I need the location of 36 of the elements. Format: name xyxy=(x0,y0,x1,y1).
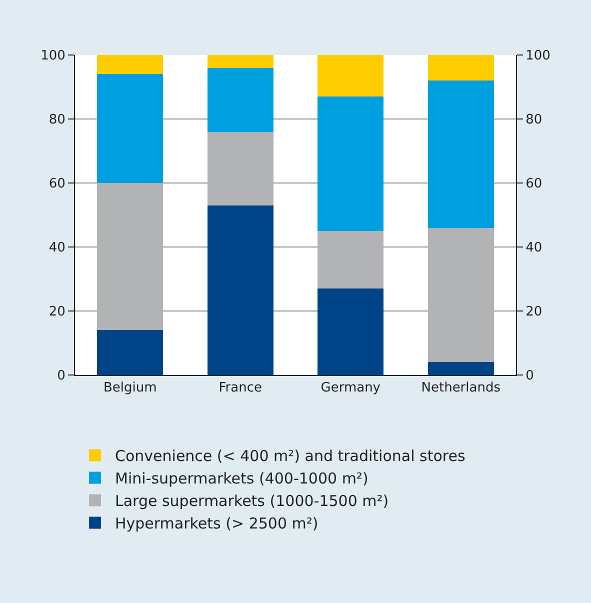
bar xyxy=(318,96,384,231)
y-tick-label: 80 xyxy=(48,112,66,128)
bar xyxy=(97,183,164,330)
x-tick-label: Netherlands xyxy=(421,380,501,396)
bar xyxy=(318,55,384,97)
y2-tick-label: 40 xyxy=(526,240,542,256)
y2-tick-label: 0 xyxy=(526,368,534,384)
bar xyxy=(97,74,164,183)
legend-label: Large supermarkets (1000-1500 m²) xyxy=(115,492,389,510)
bar xyxy=(318,231,384,289)
y-tick-label: 0 xyxy=(57,368,66,384)
y-tick-label: 20 xyxy=(48,304,66,320)
x-tick-label: Germany xyxy=(320,380,381,396)
y2-tick-label: 100 xyxy=(526,48,550,64)
legend-label: Mini-supermarkets (400-1000 m²) xyxy=(115,470,368,488)
bar xyxy=(207,205,274,375)
bar xyxy=(207,132,274,206)
x-tick-label: France xyxy=(218,380,262,396)
bar xyxy=(97,330,164,375)
legend-label: Convenience (< 400 m²) and traditional stores xyxy=(115,447,466,466)
bar xyxy=(428,55,494,81)
y2-tick-label: 20 xyxy=(526,304,542,320)
y-tick-label: 40 xyxy=(48,240,66,256)
bar xyxy=(207,55,274,68)
bar xyxy=(207,68,274,132)
bar xyxy=(428,80,494,228)
y2-tick-label: 80 xyxy=(526,112,542,128)
bar xyxy=(97,55,164,74)
y-tick-label: 60 xyxy=(48,176,66,192)
y2-tick-label: 60 xyxy=(526,176,542,192)
bar xyxy=(428,362,494,375)
y-tick-label: 100 xyxy=(40,48,66,64)
bar xyxy=(318,288,384,375)
bar xyxy=(428,228,494,362)
legend-label: Hypermarkets (> 2500 m²) xyxy=(115,514,318,533)
x-tick-label: Belgium xyxy=(103,380,157,396)
